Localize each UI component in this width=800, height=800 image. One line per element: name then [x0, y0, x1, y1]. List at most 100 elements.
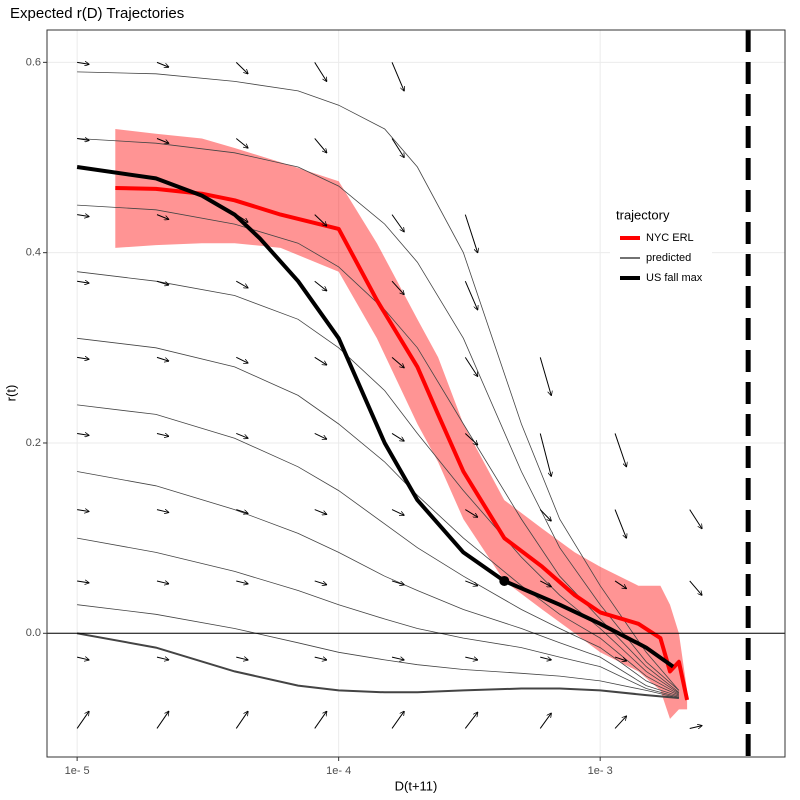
field-arrow — [235, 138, 248, 148]
trajectory-line — [77, 71, 680, 691]
field-arrow — [614, 433, 626, 466]
field-arrow — [235, 711, 248, 729]
field-arrow — [464, 281, 477, 310]
field-arrow — [236, 657, 248, 660]
field-arrow — [540, 657, 551, 660]
field-arrow — [391, 138, 404, 157]
x-axis-title: D(t+11) — [395, 778, 438, 793]
y-axis-title: r(t) — [3, 385, 18, 402]
field-arrow — [156, 138, 169, 143]
legend-label: US fall max — [646, 272, 703, 284]
confidence-band — [115, 129, 688, 719]
field-arrow — [77, 657, 89, 660]
trajectory-line — [76, 632, 679, 699]
field-arrow — [465, 509, 477, 518]
field-arrow — [314, 214, 327, 226]
field-arrow — [464, 214, 477, 253]
field-arrow — [156, 356, 169, 361]
field-arrow — [236, 280, 248, 288]
field-arrow — [464, 433, 477, 444]
field-arrow — [156, 711, 169, 729]
field-arrow — [314, 138, 327, 152]
trajectory-line — [77, 404, 680, 696]
y-tick-label: 0.4 — [26, 247, 41, 259]
field-arrow — [689, 726, 702, 729]
field-arrow — [391, 433, 404, 441]
field-arrow — [464, 357, 477, 376]
x-tick-label: 1e- 3 — [588, 765, 613, 777]
trajectory-line — [77, 537, 680, 698]
chart-title: Expected r(D) Trajectories — [10, 5, 184, 22]
legend-box — [610, 202, 712, 290]
field-arrow — [539, 357, 551, 395]
field-arrow — [391, 657, 404, 660]
field-arrow — [614, 656, 626, 661]
y-tick-label: 0.2 — [26, 437, 41, 449]
field-arrow — [391, 580, 404, 585]
series-line — [76, 165, 675, 669]
field-arrow — [314, 62, 327, 81]
y-tick-label: 0.0 — [26, 627, 41, 639]
trajectory-line — [77, 271, 680, 694]
field-arrow — [314, 433, 327, 439]
field-arrow — [314, 509, 327, 515]
field-arrow — [235, 61, 248, 73]
trajectory-line — [77, 337, 680, 695]
field-arrow — [539, 433, 551, 476]
field-arrow — [77, 510, 89, 512]
legend: trajectory NYC ERL predicted US fall max — [610, 202, 712, 290]
field-arrow — [314, 580, 327, 585]
field-arrow — [76, 711, 89, 729]
legend-title: trajectory — [616, 207, 670, 222]
field-arrow — [314, 356, 327, 365]
field-arrow — [465, 657, 477, 660]
field-arrow — [539, 509, 551, 521]
field-arrow — [156, 657, 169, 660]
field-arrow — [77, 433, 89, 435]
field-arrow — [156, 510, 169, 513]
series-line — [115, 186, 690, 701]
field-arrow — [465, 580, 477, 586]
field-arrow — [464, 712, 477, 729]
axes: 1e- 5 1e- 4 1e- 3 0.0 0.2 0.4 0.6 — [26, 56, 613, 777]
field-arrow — [614, 509, 626, 539]
field-arrow — [539, 713, 551, 729]
field-arrow — [77, 281, 89, 283]
field-arrow — [236, 581, 248, 584]
field-arrow — [236, 356, 248, 363]
trajectory-line — [77, 471, 680, 697]
field-arrow — [156, 581, 169, 584]
field-arrow — [391, 214, 404, 232]
x-tick-label: 1e- 5 — [65, 765, 90, 777]
field-arrow — [314, 711, 327, 729]
field-arrow — [236, 509, 248, 514]
field-arrow — [614, 580, 626, 589]
field-arrow — [540, 580, 551, 587]
field-arrow — [391, 509, 404, 516]
field-arrow — [156, 433, 169, 436]
field-arrow — [314, 657, 327, 660]
field-arrow — [77, 357, 89, 359]
panel-border — [46, 29, 786, 758]
plot-data — [47, 30, 785, 757]
trajectory-line — [77, 604, 679, 699]
x-tick-label: 1e- 4 — [326, 765, 351, 777]
field-arrow — [156, 280, 169, 285]
field-arrow — [236, 433, 248, 438]
field-arrow — [235, 214, 248, 223]
field-arrow — [77, 138, 89, 140]
trajectory-line — [77, 138, 680, 691]
field-arrow — [314, 280, 327, 291]
field-arrow — [77, 215, 89, 217]
field-arrow — [391, 356, 404, 367]
field-arrow — [391, 62, 404, 91]
field-arrow — [391, 280, 404, 294]
trajectory-line — [77, 204, 680, 693]
marker-point — [499, 575, 510, 586]
field-arrow — [614, 716, 626, 729]
legend-label: NYC ERL — [646, 232, 694, 244]
field-arrow — [391, 711, 404, 729]
field-arrow — [156, 61, 169, 67]
field-arrow — [156, 214, 169, 220]
